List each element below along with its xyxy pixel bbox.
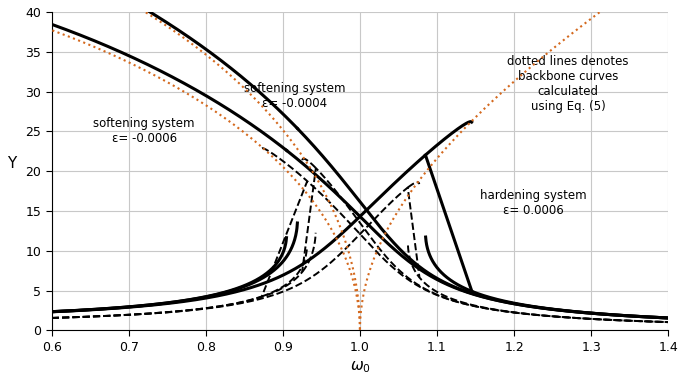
X-axis label: $\omega_0$: $\omega_0$ [349,359,371,375]
Text: dotted lines denotes
backbone curves
calculated
using Eq. (5): dotted lines denotes backbone curves cal… [508,55,629,113]
Text: hardening system
ε= 0.0006: hardening system ε= 0.0006 [480,189,586,217]
Text: softening system
ε= -0.0004: softening system ε= -0.0004 [244,81,345,110]
Text: softening system
ε= -0.0006: softening system ε= -0.0006 [93,117,195,146]
Y-axis label: Y: Y [7,156,16,171]
